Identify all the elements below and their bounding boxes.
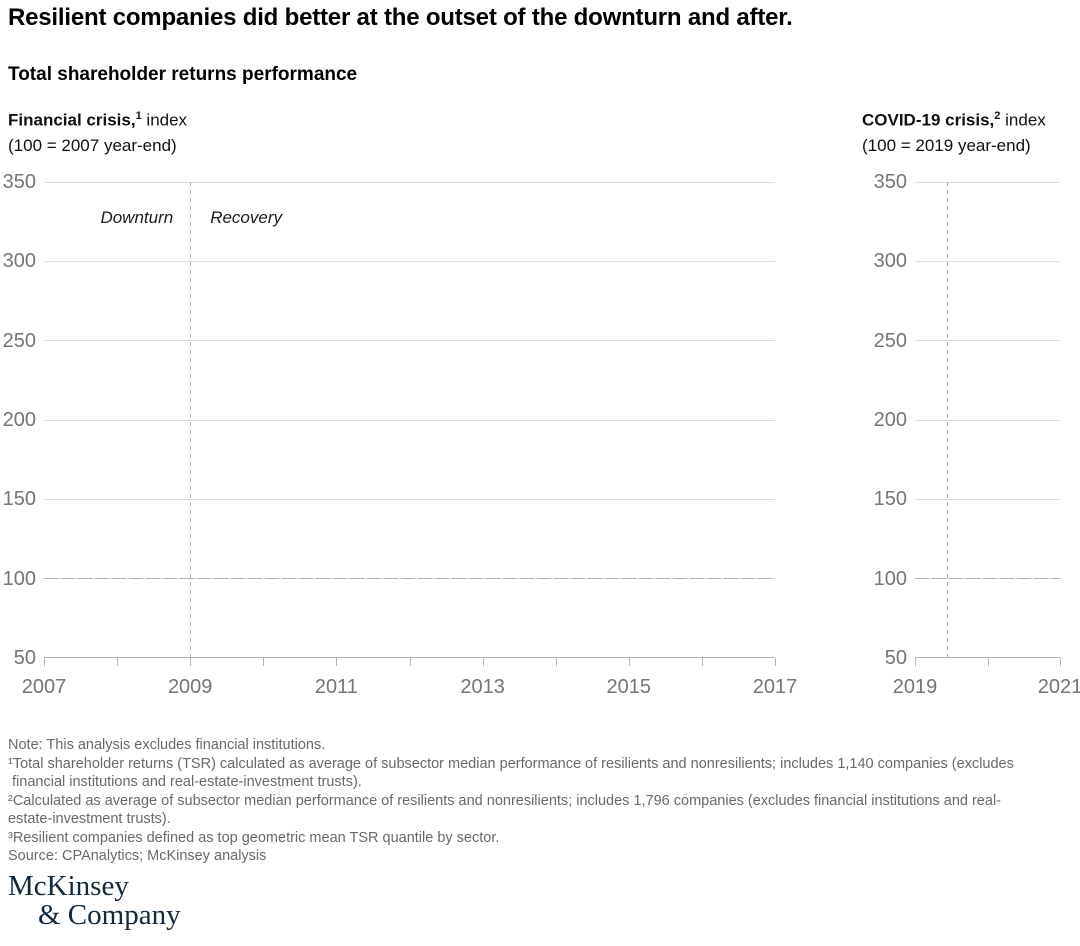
left-panel-heading-line2: (100 = 2007 year-end) [8,135,177,155]
y-tick-label: 350 [873,171,907,193]
note-line: Note: This analysis excludes financial i… [8,737,326,753]
x-tick [915,658,916,666]
page-subtitle: Total shareholder returns performance [8,64,358,85]
y-tick-label: 150 [873,488,907,511]
gridline [44,340,775,342]
x-tick [482,658,484,666]
gridline [915,260,1060,262]
gridline [44,260,775,262]
y-tick-label: 150 [2,488,36,511]
right-panel-heading-bold: COVID-19 crisis, [862,110,995,130]
x-tick [190,658,192,666]
x-axis-line [915,657,1060,658]
gridline [44,419,775,421]
note-line: ²Calculated as average of subsector medi… [8,792,1001,809]
x-tick [263,658,265,666]
right-panel-heading-footnote-marker: 2 [994,110,1001,122]
baseline-gridline [44,578,775,580]
logo-line1: McKinsey [8,870,129,902]
x-tick-label: 2017 [752,676,798,698]
covid-crisis-plot: 350 300 250 200 150 100 50 2019 2021 [874,171,1080,698]
downturn-annotation: Downturn [100,208,174,227]
logo-line2: & Company [38,899,181,931]
y-tick-label: 50 [884,647,907,669]
x-tick-label: 2009 [167,676,213,698]
y-tick-label: 200 [2,409,36,431]
y-tick-label: 300 [2,250,36,273]
note-line: estate-investment trusts). [8,811,171,827]
gridline [915,498,1060,500]
x-tick [336,658,338,666]
x-tick [775,658,776,666]
y-tick-label: 250 [2,329,36,352]
x-tick [44,658,45,666]
left-panel-heading-line1: Financial crisis,1 index [8,104,187,133]
mckinsey-logo: McKinsey & Company [8,872,181,930]
right-panel-heading-line1: COVID-19 crisis,2 index [862,104,1046,133]
x-tick-label: 2011 [314,676,358,698]
x-tick-label: 2021 [1037,676,1080,698]
gridline [915,340,1060,342]
left-panel-heading-rest: index [141,110,188,130]
note-line: ¹Total shareholder returns (TSR) calcula… [8,755,1014,772]
right-panel-heading-line2: (100 = 2019 year-end) [862,135,1031,155]
y-tick-label: 250 [873,329,907,352]
x-tick-label: 2007 [21,676,67,698]
left-panel-heading-footnote-marker: 1 [135,110,142,122]
divider-line [189,182,191,658]
x-tick-label: 2013 [460,676,505,698]
note-line: Source: CPAnalytics; McKinsey analysis [8,848,267,864]
gridline [915,181,1060,183]
y-tick-label: 50 [13,647,36,669]
right-panel-heading: COVID-19 crisis,2 index (100 = 2019 year… [862,104,1046,158]
left-panel-heading: Financial crisis,1 index (100 = 2007 yea… [8,104,187,158]
x-tick-label: 2019 [892,676,938,698]
x-tick [628,658,630,666]
note-line: financial institutions and real-estate-i… [8,774,362,790]
baseline-gridline [915,578,1060,580]
gridline [915,419,1060,421]
right-panel-heading-rest: index [1000,110,1046,130]
note-line: ³Resilient companies defined as top geom… [8,829,500,846]
gridline [44,498,775,500]
gridline [44,181,775,183]
page-title: Resilient companies did better at the ou… [8,4,793,31]
x-tick-label: 2015 [606,676,652,698]
x-tick [701,658,703,666]
y-tick-label: 100 [2,567,36,590]
recovery-annotation: Recovery [210,208,282,227]
x-tick [987,658,989,666]
left-panel-heading-bold: Financial crisis, [8,110,136,130]
x-tick [1060,658,1061,666]
x-axis-line [44,657,775,658]
y-tick-label: 100 [873,567,907,590]
financial-crisis-plot: 350 300 250 200 150 100 50 2007 2009 2011 2013 2015… [3,171,798,698]
notes: Note: This analysis excludes financial i… [8,736,1014,866]
y-tick-label: 200 [873,409,907,431]
x-tick [117,658,119,666]
x-tick [409,658,411,666]
y-tick-label: 300 [873,250,907,273]
x-tick [555,658,557,666]
y-tick-label: 350 [2,171,36,193]
divider-line [947,182,949,658]
